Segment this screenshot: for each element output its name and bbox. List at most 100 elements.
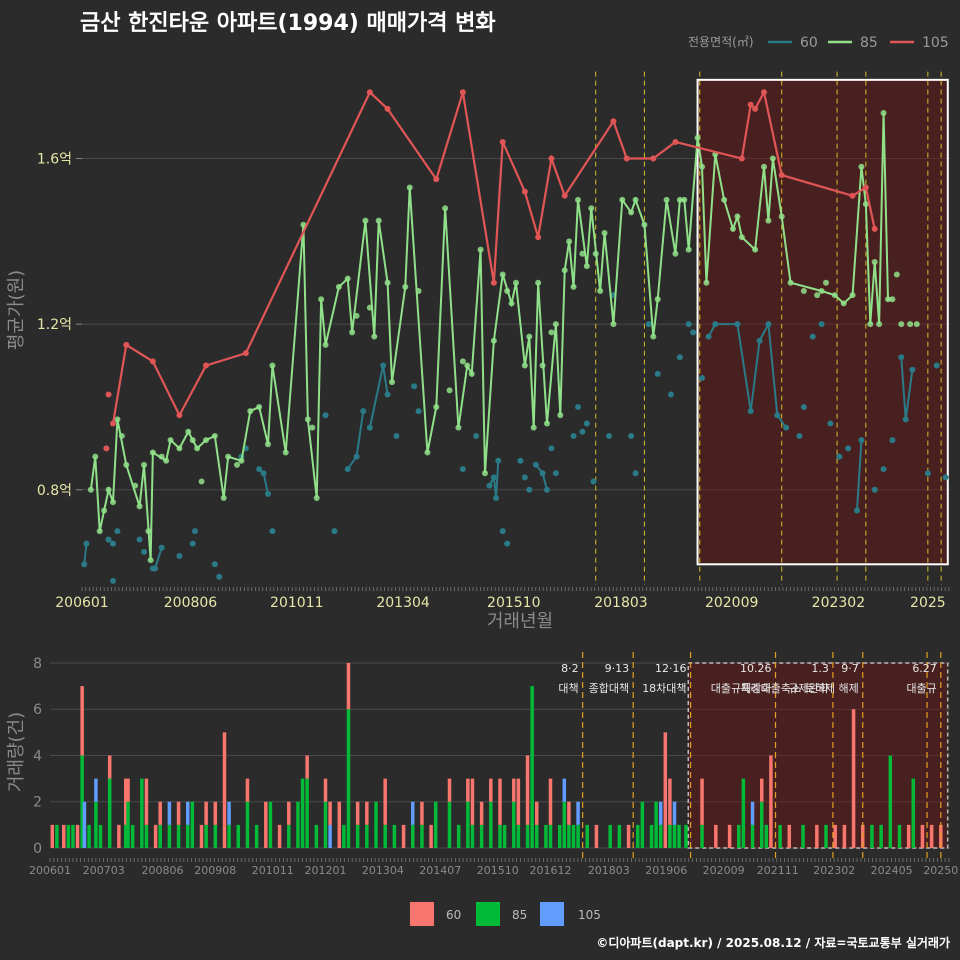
- bar-x-tick-label: 200806: [142, 864, 184, 877]
- series-60-point: [809, 333, 816, 340]
- bar-60: [842, 824, 847, 848]
- bar-60: [727, 824, 732, 848]
- bar-85: [342, 824, 346, 848]
- series-60-point: [579, 428, 586, 435]
- bar-85: [489, 801, 493, 848]
- bar-60: [787, 824, 792, 848]
- series-60-point: [344, 466, 351, 473]
- series-85-point: [579, 250, 586, 257]
- series-85-point: [110, 499, 116, 506]
- credit-text: ©디아파트(dapt.kr) / 2025.08.12 / 자료=국토교통부 실…: [596, 935, 950, 950]
- bar-85: [530, 686, 534, 848]
- series-85-point: [548, 329, 555, 336]
- series-85-point: [304, 416, 311, 423]
- series-85-point: [123, 461, 130, 468]
- series-105-point: [490, 279, 497, 286]
- series-105-point: [778, 172, 785, 179]
- series-105-point: [862, 184, 869, 191]
- bar-60: [176, 801, 181, 825]
- annotation-date: 1.3: [811, 662, 829, 675]
- bar-60: [328, 801, 332, 825]
- series-60-point: [800, 403, 807, 410]
- series-60-point: [322, 412, 329, 419]
- bar-85: [684, 824, 688, 848]
- bar-60: [222, 732, 227, 848]
- bar-x-tick-label: 201906: [645, 864, 687, 877]
- bar-85: [879, 824, 883, 848]
- series-60-point: [189, 540, 196, 547]
- bar-85: [801, 824, 805, 848]
- bar-85: [287, 824, 291, 848]
- series-85-point: [561, 267, 568, 274]
- bar-105: [82, 801, 87, 848]
- bar-85: [608, 824, 612, 848]
- series-85-point: [885, 296, 891, 303]
- series-85-point: [225, 453, 232, 460]
- bar-x-tick-label: 201304: [362, 864, 404, 877]
- bar-85: [130, 824, 135, 848]
- bar-60: [153, 824, 158, 848]
- bar-85: [617, 824, 622, 848]
- series-105-point: [433, 176, 440, 183]
- series-85-point: [730, 225, 736, 232]
- bar-85: [144, 824, 149, 848]
- series-85-point: [371, 333, 378, 340]
- series-60-point: [909, 366, 916, 373]
- bar-x-tick-label: 200703: [83, 864, 125, 877]
- bar-85: [750, 824, 755, 848]
- series-85-point: [300, 221, 307, 228]
- bar-x-tick-label: 202009: [703, 864, 745, 877]
- series-85-point: [322, 341, 329, 348]
- series-85-point: [96, 528, 103, 535]
- bar-60: [759, 778, 764, 802]
- series-60-point: [532, 461, 539, 468]
- series-85-point: [176, 445, 183, 452]
- series-85-point: [761, 163, 767, 170]
- bar-60: [466, 778, 470, 802]
- series-85-point: [654, 296, 661, 303]
- series-60-point: [734, 321, 741, 328]
- bar-85: [204, 824, 208, 848]
- series-85-point: [185, 428, 192, 435]
- x-tick-label: 200806: [164, 595, 218, 611]
- bar-85: [227, 824, 231, 848]
- series-85-point: [535, 279, 542, 286]
- series-60-point: [360, 408, 367, 415]
- series-60-point: [827, 420, 834, 427]
- series-85-point: [375, 217, 382, 224]
- series-85-point: [592, 250, 599, 257]
- bar-85: [447, 801, 452, 848]
- series-60-point: [493, 495, 500, 502]
- bar-85: [158, 824, 162, 848]
- series-85-point: [247, 408, 254, 415]
- bar-60: [144, 778, 149, 825]
- series-60-point: [756, 337, 763, 344]
- series-60-point: [583, 420, 590, 427]
- series-105-point: [123, 341, 130, 348]
- series-105-point: [561, 192, 568, 199]
- bar-60: [447, 778, 452, 802]
- series-105-point: [672, 138, 679, 145]
- series-60-point: [495, 457, 502, 464]
- series-60-point: [384, 391, 391, 398]
- series-60-point: [256, 466, 263, 473]
- series-85-point: [513, 279, 519, 286]
- series-60-point: [490, 474, 497, 481]
- bar-60: [126, 778, 130, 802]
- series-60-point: [544, 486, 550, 493]
- series-85-point: [867, 321, 874, 328]
- y-tick-label: 0.8억: [37, 483, 72, 499]
- series-85-point: [384, 279, 391, 286]
- series-85-point: [389, 379, 395, 386]
- bar-85: [80, 755, 84, 848]
- series-85-point: [721, 196, 728, 203]
- series-85-point: [588, 205, 595, 212]
- series-60-point: [411, 383, 418, 390]
- series-85-point: [823, 279, 829, 286]
- bar-60: [62, 824, 66, 848]
- series-60-point: [191, 528, 198, 535]
- bar-85: [98, 824, 103, 848]
- legend-bottom: 60 85 105: [410, 902, 601, 926]
- series-85-point: [163, 457, 170, 464]
- series-60-point: [265, 490, 271, 497]
